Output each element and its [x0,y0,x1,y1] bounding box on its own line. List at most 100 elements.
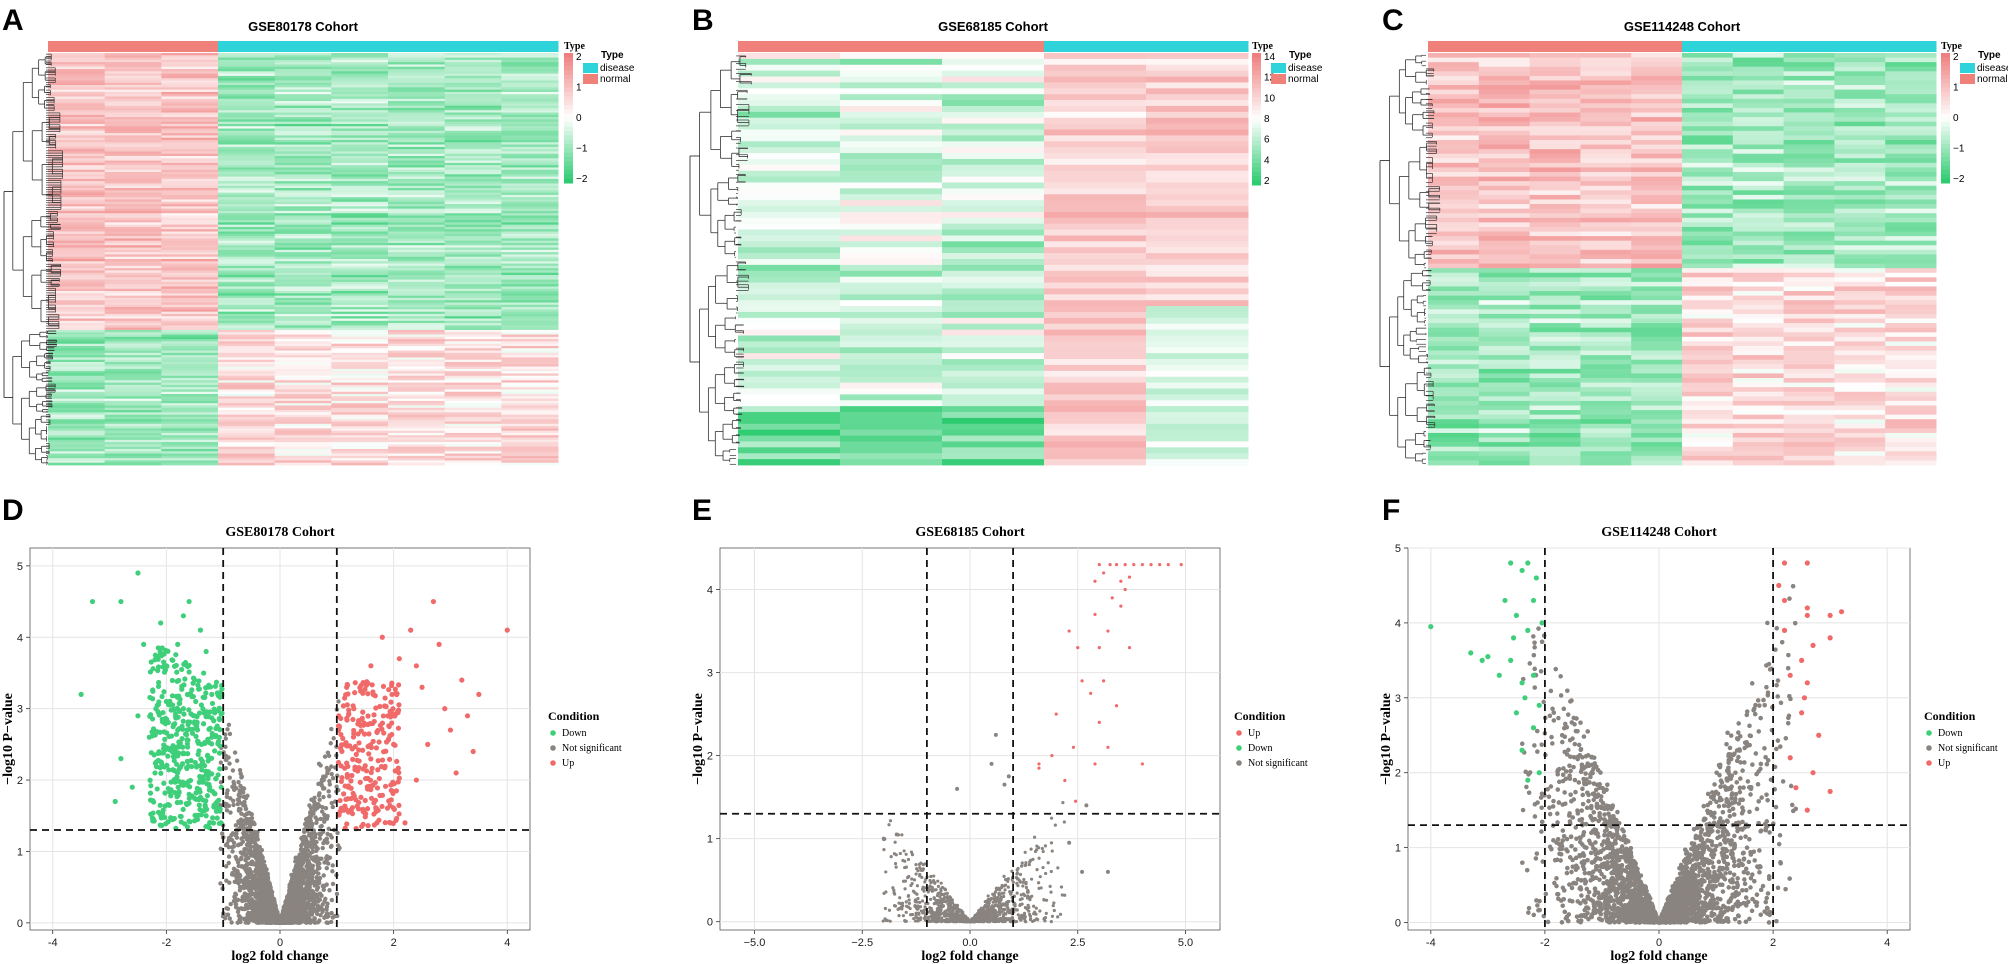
heatmap-cell [1580,304,1632,310]
heatmap-cell [161,142,219,145]
heatmap-cell [1682,259,1734,264]
heatmap-cell [1631,204,1683,210]
heatmap-cell [501,103,559,107]
heatmap-cell [161,247,219,251]
heatmap-cell [1146,70,1249,77]
heatmap-cell [1580,437,1632,443]
heatmap-cell [444,254,502,258]
heatmap-cell [218,194,276,198]
heatmap-cell [1682,341,1734,347]
heatmap-cell [1783,451,1835,457]
heatmap-cell [331,389,389,393]
heatmap-cell [1834,345,1886,351]
heatmap-cell [161,343,219,347]
heatmap-cell [104,302,162,306]
heatmap-cell [331,382,389,386]
heatmap-cell [1478,75,1531,81]
heatmap-cell [274,101,332,104]
heatmap-cell [738,335,841,342]
heatmap-cell [1146,206,1249,213]
heatmap-cell [1428,57,1480,63]
heatmap-cell [1146,364,1249,372]
color-scale-segment [564,79,573,84]
heatmap-cell [161,139,219,143]
heatmap-cell [218,343,276,347]
heatmap-cell [161,405,219,409]
heatmap-cell [1783,387,1835,393]
heatmap-cell [1834,263,1886,269]
heatmap-cell [331,295,389,299]
not-significant-point [324,865,329,871]
annotation-cell [331,41,389,52]
heatmap-cell [1146,211,1249,219]
heatmap-cell [1682,130,1734,136]
heatmap-cell [1044,253,1147,260]
heatmap-cell [1044,70,1147,77]
heatmap-cell [388,220,446,223]
heatmap-cell [331,439,389,443]
heatmap-cell [274,448,332,452]
heatmap-cell [501,300,559,303]
heatmap-cell [1428,295,1480,301]
heatmap-cell [1732,364,1785,370]
heatmap-cell [1682,359,1734,365]
heatmap-cell [444,341,502,345]
heatmap-cell [104,362,162,365]
heatmap-cell [48,444,106,448]
heatmap-cell [444,222,502,226]
heatmap-cell [1783,130,1835,136]
heatmap-cell [1044,194,1147,201]
annotation-cell [1885,41,1937,52]
heatmap-cell [331,204,389,207]
heatmap-cell [161,64,219,68]
heatmap-cell [48,247,106,251]
heatmap-cell [1834,167,1886,173]
heatmap-cell [444,313,502,317]
heatmap-cell [444,288,502,292]
heatmap-cell [274,165,332,168]
heatmap-cell [48,458,106,461]
heatmap-cell [1834,107,1886,113]
heatmap-cell [48,194,106,198]
heatmap-cell [104,400,162,404]
heatmap-cell [388,343,446,347]
heatmap-cell [501,400,559,404]
heatmap-cell [161,284,219,287]
heatmap-cell [444,156,502,159]
heatmap-cell [48,149,106,152]
heatmap-cell [104,121,162,125]
heatmap-cell [48,80,106,84]
heatmap-cell [501,57,559,61]
heatmap-cell [1529,277,1581,283]
heatmap-cell [388,426,446,429]
heatmap-cell [444,59,502,63]
heatmap-cell [1885,158,1937,164]
heatmap-cell [161,387,219,390]
heatmap-cell [1044,294,1147,301]
heatmap-cell [104,398,162,402]
heatmap-cell [48,172,106,175]
heatmap-cell [1631,181,1683,187]
heatmap-cell [388,297,446,301]
heatmap-cell [331,320,389,324]
heatmap-cell [444,165,502,168]
heatmap-cell [1044,276,1147,283]
heatmap-cell [274,323,332,326]
heatmap-cell [1529,158,1581,164]
heatmap-cell [1146,259,1249,266]
heatmap-cell [48,442,106,445]
heatmap-cell [1044,311,1147,319]
heatmap-cell [1580,167,1632,173]
heatmap-cell [104,107,162,111]
heatmap-cell [218,139,276,143]
heatmap-cell [942,412,1045,419]
heatmap-cell [1428,428,1480,434]
heatmap-cell [1885,107,1937,113]
heatmap-cell [218,259,276,262]
color-scale-segment [1252,132,1261,138]
heatmap-cell [1885,117,1937,123]
heatmap-cell [1044,147,1147,154]
heatmap-cell [1529,263,1581,269]
heatmap-cell [331,394,389,397]
